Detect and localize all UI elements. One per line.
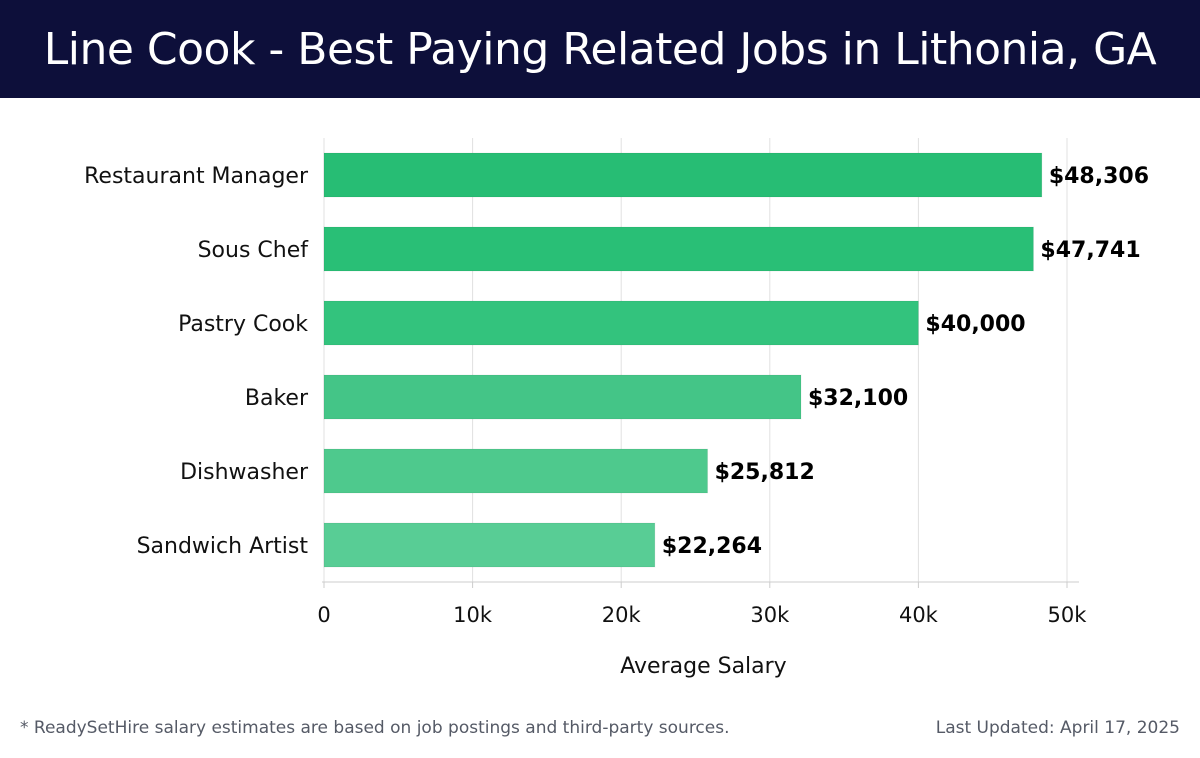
page-title: Line Cook - Best Paying Related Jobs in … — [43, 23, 1157, 75]
bar-chart: Restaurant Manager $48,306 Sous Chef $47,74… — [84, 138, 1149, 679]
bar — [323, 226, 1034, 272]
data-label: $22,264 — [662, 534, 762, 559]
data-label: $25,812 — [715, 460, 815, 485]
x-tick-label: 30k — [750, 603, 790, 627]
bar — [323, 448, 709, 494]
x-tick-label: 50k — [1048, 603, 1088, 627]
data-label: $47,741 — [1040, 238, 1140, 263]
x-axis-title: Average Salary — [620, 654, 786, 679]
x-tick-label: 10k — [453, 603, 493, 627]
x-tick-label: 0 — [317, 603, 330, 627]
header-bar: Line Cook - Best Paying Related Jobs in … — [0, 0, 1200, 98]
last-updated: Last Updated: April 17, 2025 — [935, 718, 1180, 738]
category-label: Sous Chef — [198, 238, 310, 263]
category-label: Dishwasher — [180, 460, 309, 485]
category-label: Sandwich Artist — [137, 534, 309, 559]
x-tick-label: 40k — [899, 603, 939, 627]
bar — [323, 374, 802, 420]
category-label: Baker — [245, 386, 309, 411]
data-label: $32,100 — [808, 386, 908, 411]
category-label: Pastry Cook — [178, 312, 308, 337]
data-label: $40,000 — [925, 312, 1025, 337]
x-tick-label: 20k — [602, 603, 642, 627]
data-label: $48,306 — [1049, 164, 1149, 189]
bar — [323, 300, 919, 346]
footer-note: * ReadySetHire salary estimates are base… — [20, 718, 730, 738]
category-label: Restaurant Manager — [84, 164, 309, 189]
bar — [323, 152, 1043, 198]
bar — [323, 522, 656, 568]
